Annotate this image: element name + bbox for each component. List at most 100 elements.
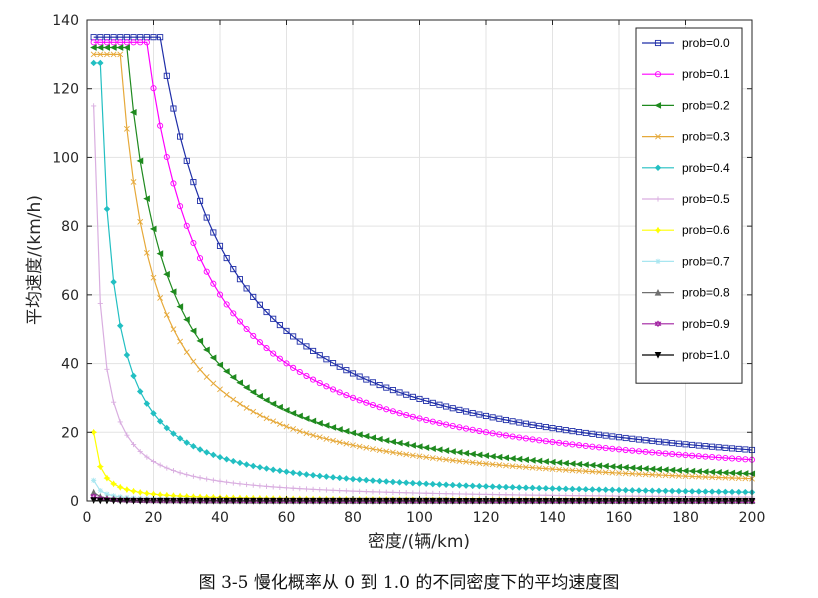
marker-triangle-left bbox=[269, 400, 277, 408]
marker-triangle-left bbox=[508, 455, 516, 462]
marker-square bbox=[216, 242, 224, 249]
marker-x bbox=[436, 455, 443, 462]
x-tick-label: 60 bbox=[278, 510, 296, 526]
marker-plus bbox=[303, 486, 310, 492]
marker-circle bbox=[363, 399, 370, 406]
marker-circle bbox=[622, 446, 629, 454]
marker-x bbox=[117, 51, 124, 58]
marker-square bbox=[576, 429, 583, 436]
marker-plus bbox=[463, 491, 469, 497]
marker-triangle-left bbox=[462, 449, 470, 457]
marker-diamond bbox=[236, 459, 244, 467]
marker-square bbox=[569, 428, 576, 435]
marker-triangle-left bbox=[329, 424, 337, 431]
marker-star bbox=[143, 489, 151, 497]
marker-plus bbox=[377, 489, 383, 495]
marker-square bbox=[629, 435, 636, 442]
marker-plus bbox=[164, 465, 170, 471]
marker-x bbox=[183, 349, 190, 356]
marker-diamond bbox=[296, 470, 304, 477]
marker-x bbox=[137, 218, 144, 225]
marker-triangle-left bbox=[721, 469, 729, 476]
marker-diamond bbox=[163, 424, 171, 432]
legend-label: prob=0.4 bbox=[682, 161, 730, 175]
marker-circle bbox=[476, 427, 483, 435]
marker-x bbox=[483, 460, 489, 467]
marker-plus bbox=[297, 486, 303, 492]
marker-plus bbox=[104, 366, 110, 372]
marker-x bbox=[463, 458, 469, 465]
marker-x bbox=[562, 467, 569, 473]
marker-square bbox=[250, 293, 257, 300]
marker-diamond bbox=[123, 351, 131, 359]
marker-plus bbox=[130, 441, 137, 448]
marker-square bbox=[290, 333, 297, 340]
marker-asterisk bbox=[104, 491, 110, 497]
marker-x bbox=[130, 179, 137, 185]
marker-x bbox=[230, 396, 237, 403]
marker-x bbox=[636, 471, 642, 478]
legend-item: prob=0.2 bbox=[642, 98, 730, 112]
marker-diamond bbox=[130, 372, 137, 380]
marker-x bbox=[143, 249, 150, 256]
marker-triangle-left bbox=[382, 437, 390, 444]
marker-triangle-left bbox=[302, 415, 310, 422]
marker-diamond bbox=[575, 485, 583, 493]
marker-triangle-left bbox=[735, 469, 742, 477]
marker-triangle-left bbox=[429, 445, 436, 452]
marker-plus bbox=[224, 479, 230, 485]
marker-plus bbox=[323, 487, 329, 493]
series-line bbox=[93, 105, 753, 498]
marker-circle bbox=[456, 424, 463, 431]
marker-diamond bbox=[283, 468, 290, 476]
marker-x bbox=[582, 468, 589, 475]
marker-circle bbox=[250, 332, 257, 339]
legend-item: prob=0.5 bbox=[642, 192, 730, 206]
marker-triangle-left bbox=[169, 288, 177, 296]
marker-plus bbox=[655, 196, 661, 202]
marker-plus bbox=[190, 473, 196, 479]
marker-star bbox=[130, 487, 137, 495]
marker-x bbox=[356, 443, 363, 450]
marker-triangle-left bbox=[249, 388, 257, 396]
marker-plus bbox=[330, 487, 336, 493]
marker-x bbox=[177, 338, 184, 345]
marker-diamond bbox=[609, 486, 616, 494]
legend-label: prob=0.2 bbox=[682, 98, 730, 112]
marker-triangle-left bbox=[196, 337, 204, 345]
marker-triangle-left bbox=[216, 361, 224, 369]
marker-plus bbox=[144, 454, 150, 460]
y-tick-label: 40 bbox=[61, 357, 79, 373]
marker-plus bbox=[423, 490, 429, 496]
marker-diamond bbox=[143, 400, 151, 407]
marker-square bbox=[469, 409, 476, 417]
marker-triangle-left bbox=[282, 406, 290, 414]
marker-triangle-left bbox=[522, 456, 529, 464]
marker-x bbox=[323, 436, 330, 442]
marker-square bbox=[383, 384, 390, 391]
marker-x bbox=[123, 125, 130, 132]
marker-x bbox=[629, 470, 636, 477]
marker-triangle-left bbox=[109, 44, 117, 51]
marker-x bbox=[303, 430, 310, 437]
marker-triangle-left bbox=[336, 426, 343, 433]
marker-hexagram bbox=[654, 320, 662, 326]
marker-circle bbox=[462, 425, 470, 432]
marker-triangle-left bbox=[415, 443, 423, 450]
marker-diamond bbox=[675, 487, 683, 495]
legend-item: prob=0.1 bbox=[642, 67, 730, 81]
marker-square bbox=[336, 363, 343, 370]
marker-triangle-left bbox=[668, 466, 676, 474]
marker-diamond bbox=[642, 487, 649, 494]
marker-triangle-left bbox=[369, 434, 376, 442]
marker-square bbox=[223, 254, 230, 262]
marker-x bbox=[675, 472, 682, 479]
marker-circle bbox=[130, 39, 137, 46]
marker-triangle-left bbox=[708, 468, 716, 476]
figure-caption: 图 3-5 慢化概率从 0 到 1.0 的不同密度下的平均速度图 bbox=[198, 573, 620, 593]
marker-x bbox=[662, 472, 669, 479]
marker-x bbox=[596, 469, 602, 475]
marker-x bbox=[403, 451, 410, 458]
marker-x bbox=[217, 386, 223, 393]
marker-triangle-left bbox=[495, 453, 503, 461]
